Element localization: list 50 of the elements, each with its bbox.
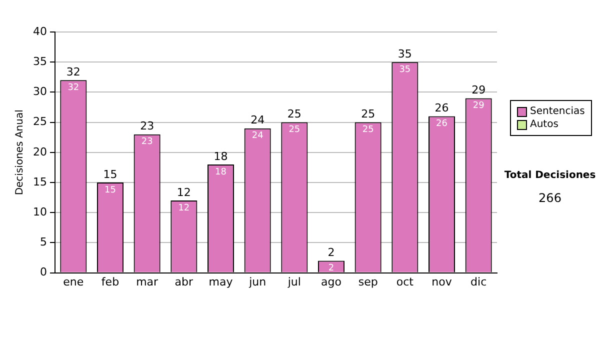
x-tick-label: ene <box>63 275 84 288</box>
total-label: 29 <box>472 84 486 97</box>
total-label: 23 <box>140 120 154 133</box>
y-tick-label: 25 <box>32 115 47 128</box>
data-label: 32 <box>68 83 80 94</box>
total-label: 18 <box>214 150 228 163</box>
y-tick-label: 10 <box>32 205 47 218</box>
y-tick-label: 35 <box>32 54 47 68</box>
text: Total Decisiones <box>503 170 597 181</box>
x-tick-label: oct <box>396 275 414 288</box>
legend-label: Sentencias <box>530 105 585 118</box>
y-tick-label: 5 <box>40 236 47 249</box>
x-tick-label: jun <box>248 275 266 288</box>
x-tick-label: nov <box>432 275 452 288</box>
data-label: 2 <box>328 264 334 274</box>
x-tick-label: may <box>208 275 234 288</box>
data-label: 15 <box>104 185 116 196</box>
x-tick-label: ago <box>321 275 342 288</box>
y-axis-title: Decisiones Anual <box>14 110 26 196</box>
total-label: 35 <box>398 47 412 60</box>
data-label: 24 <box>252 131 264 142</box>
data-label: 25 <box>362 125 374 136</box>
total-label: 2 <box>328 246 335 260</box>
data-label: 29 <box>472 101 485 112</box>
y-tick-label: 15 <box>32 175 47 188</box>
total-label: 24 <box>250 114 265 127</box>
legend-label: Autos <box>530 118 558 131</box>
data-label: 18 <box>215 167 227 178</box>
x-tick-label: dic <box>470 275 487 288</box>
x-tick-label: mar <box>136 275 159 288</box>
x-tick-label: abr <box>174 275 194 288</box>
total-label: 25 <box>361 108 376 121</box>
total-label: 25 <box>287 108 302 121</box>
data-label: 23 <box>141 137 153 148</box>
total-label: 26 <box>434 102 449 115</box>
total-label: 15 <box>103 168 118 181</box>
y-tick-label: 20 <box>32 145 47 158</box>
text: 266 <box>538 191 562 205</box>
total-label: 12 <box>176 186 191 199</box>
x-tick-label: jul <box>286 275 301 288</box>
y-tick-label: 30 <box>32 85 47 98</box>
y-tick-label: 40 <box>32 24 47 38</box>
x-tick-label: sep <box>358 275 378 288</box>
data-label: 26 <box>436 119 448 130</box>
total-label: 32 <box>66 66 80 79</box>
data-label: 12 <box>178 203 190 214</box>
data-label: 35 <box>399 64 411 75</box>
y-tick-label: 0 <box>40 266 47 279</box>
data-label: 25 <box>288 125 300 136</box>
x-tick-label: feb <box>101 275 120 288</box>
